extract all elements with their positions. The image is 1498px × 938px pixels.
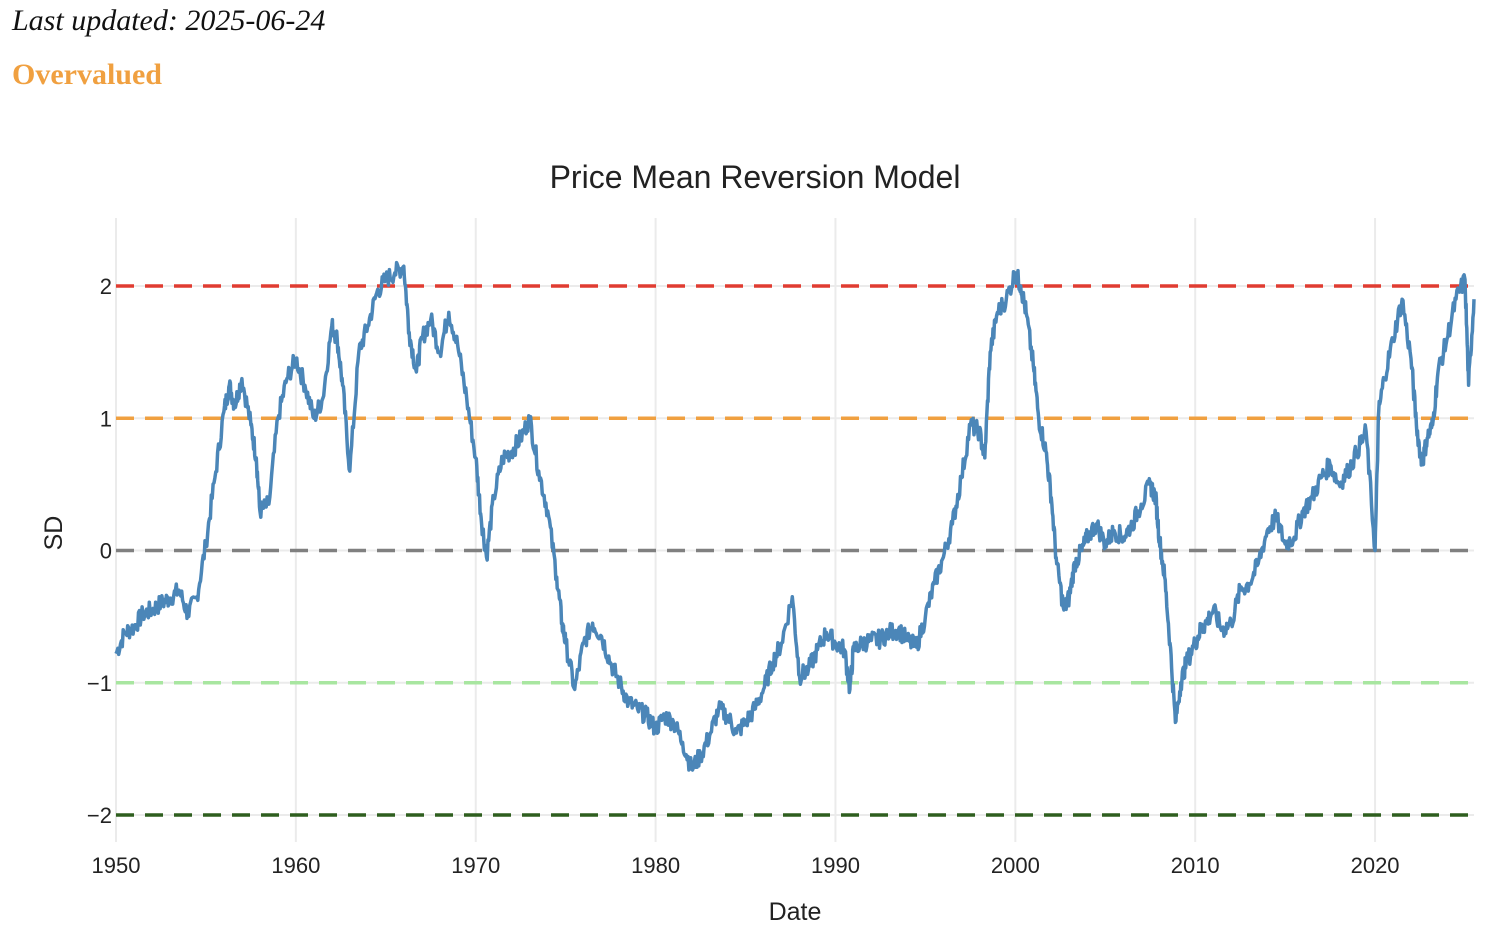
y-axis-label: SD [40, 516, 68, 551]
y-tick-label: −2 [87, 803, 112, 828]
series-layer [114, 260, 1476, 772]
tick-labels: 1950 1960 1970 1980 1990 2000 2010 2020 2 1 0 −1 −2 [87, 274, 1400, 878]
x-tick-label: 1960 [271, 853, 320, 878]
sd-series-line [114, 260, 1476, 772]
x-tick-label: 2020 [1351, 853, 1400, 878]
last-updated-text: Last updated: 2025-06-24 [12, 4, 326, 37]
x-tick-label: 1990 [811, 853, 860, 878]
x-tick-label: 1970 [451, 853, 500, 878]
valuation-status: Overvalued [12, 58, 162, 91]
y-tick-label: 2 [100, 274, 112, 299]
x-tick-label: 1980 [631, 853, 680, 878]
reference-lines [116, 284, 1474, 817]
y-tick-label: 0 [100, 539, 112, 564]
y-tick-label: 1 [100, 406, 112, 431]
x-tick-label: 2010 [1171, 853, 1220, 878]
x-tick-label: 1950 [92, 853, 141, 878]
x-axis-label: Date [769, 898, 822, 926]
chart-title: Price Mean Reversion Model [550, 159, 961, 195]
y-tick-label: −1 [87, 671, 112, 696]
x-tick-label: 2000 [991, 853, 1040, 878]
